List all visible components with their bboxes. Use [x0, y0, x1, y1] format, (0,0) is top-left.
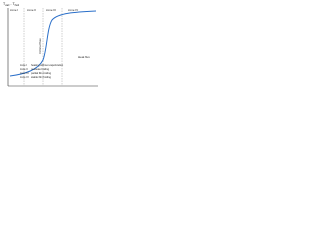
legend-text: heating without vaporization — [31, 63, 64, 67]
y-label-sub: wall — [5, 4, 10, 7]
y-label-part: T — [3, 2, 6, 6]
curve-annotation: Critical flow — [38, 38, 42, 54]
zone-label: zone I — [10, 8, 18, 12]
boiling-curve — [9, 10, 97, 77]
zone-label: zone II — [27, 8, 36, 12]
zone-label: zone IV — [68, 8, 78, 12]
y-label-part: - T — [9, 2, 15, 6]
diagram: Twall - Tfluid zone I zone II zone III z… — [3, 2, 98, 87]
legend-text: partial film boiling — [31, 71, 52, 75]
legend-zone: zone I — [20, 63, 27, 67]
y-label-sub: fluid — [15, 4, 20, 7]
legend-zone: zone IV — [20, 75, 29, 79]
legend-zone: zone II — [20, 67, 28, 71]
x-axis-label: Heat flux — [78, 55, 90, 59]
y-axis-label: Twall - Tfluid — [3, 2, 20, 7]
legend-zone: zone III — [20, 71, 29, 75]
legend-text: nucleate boiling — [31, 67, 50, 71]
legend-text: stable film boiling — [31, 75, 51, 79]
zone-label: zone III — [46, 8, 56, 12]
